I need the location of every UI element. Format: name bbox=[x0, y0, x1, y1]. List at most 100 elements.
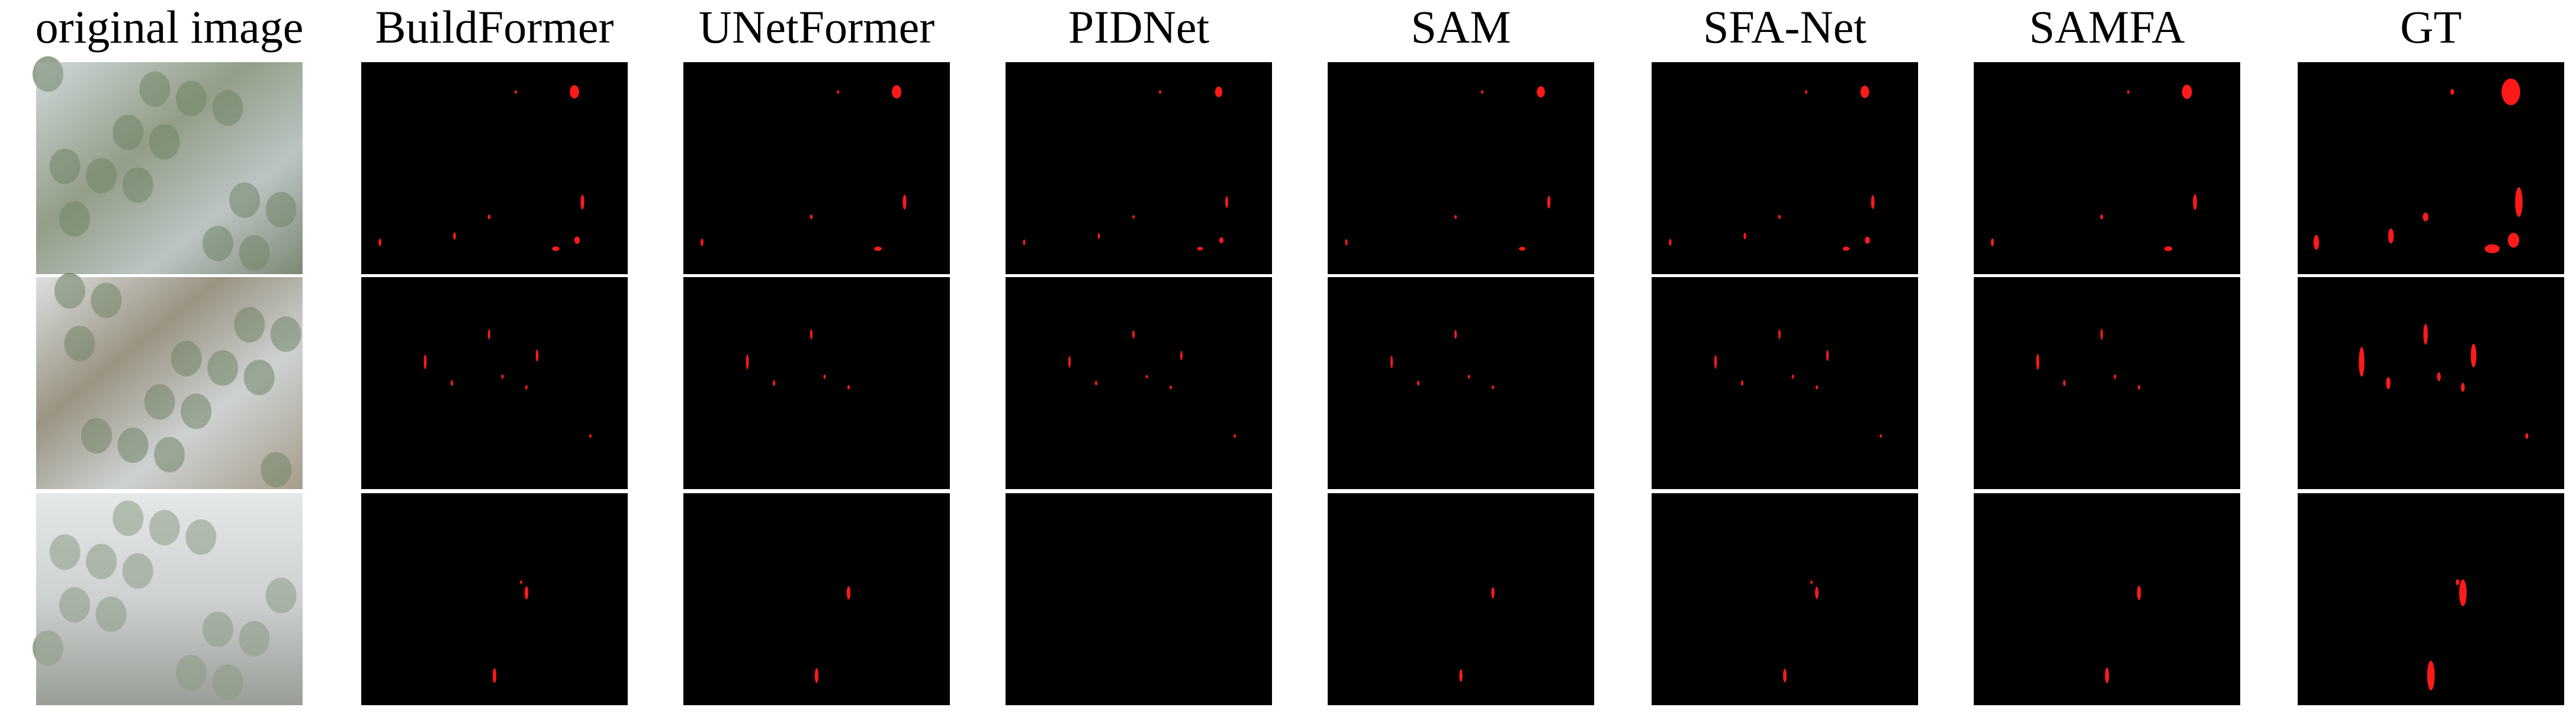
fire-mask bbox=[2423, 324, 2428, 345]
fire-mask bbox=[1669, 239, 1672, 246]
fire-mask bbox=[1990, 238, 1994, 247]
column-header: SFA-Net bbox=[1703, 1, 1867, 53]
fire-mask bbox=[1459, 669, 1463, 682]
fire-mask bbox=[488, 329, 490, 340]
column-header: UNetFormer bbox=[699, 1, 935, 53]
fire-mask bbox=[1778, 329, 1781, 339]
tree bbox=[113, 500, 144, 536]
fire-mask bbox=[1547, 195, 1551, 209]
tree bbox=[212, 90, 243, 126]
fire-mask bbox=[1778, 214, 1781, 219]
mask-panel bbox=[361, 62, 628, 274]
fire-mask bbox=[2063, 380, 2066, 387]
fire-mask bbox=[1068, 356, 1071, 368]
tree bbox=[154, 436, 185, 472]
tree bbox=[239, 621, 270, 657]
tree bbox=[239, 235, 270, 271]
fire-mask bbox=[773, 380, 775, 387]
tree bbox=[261, 452, 292, 488]
tree bbox=[33, 630, 63, 666]
smoke-overlay bbox=[36, 277, 303, 489]
fire-mask bbox=[378, 239, 381, 246]
fire-mask bbox=[423, 354, 427, 369]
tree bbox=[144, 384, 175, 420]
fire-mask bbox=[2182, 85, 2192, 99]
tree bbox=[203, 226, 233, 262]
fire-mask bbox=[823, 374, 826, 380]
tree bbox=[175, 81, 207, 117]
tree bbox=[265, 577, 297, 613]
fire-mask bbox=[892, 85, 901, 99]
fire-mask bbox=[1454, 330, 1457, 339]
fire-mask bbox=[487, 214, 491, 220]
fire-mask bbox=[810, 329, 812, 340]
fire-mask bbox=[1537, 86, 1545, 98]
fire-mask bbox=[2423, 212, 2429, 221]
fire-mask bbox=[515, 90, 517, 94]
fire-mask bbox=[2508, 233, 2519, 248]
fire-mask bbox=[1180, 351, 1183, 361]
mask-panel bbox=[683, 277, 950, 489]
tree bbox=[122, 553, 153, 589]
fire-mask bbox=[1467, 375, 1470, 379]
tree bbox=[86, 158, 117, 194]
fire-mask bbox=[1145, 375, 1148, 379]
fire-mask bbox=[2100, 214, 2103, 220]
tree bbox=[265, 191, 297, 227]
fire-mask bbox=[2501, 78, 2520, 105]
fire-mask bbox=[2114, 374, 2116, 380]
fire-mask bbox=[1132, 215, 1135, 219]
fire-mask bbox=[1417, 380, 1419, 386]
fire-mask bbox=[1816, 385, 1818, 390]
fire-mask bbox=[1197, 247, 1203, 251]
fire-mask bbox=[1871, 195, 1875, 209]
fire-mask bbox=[1860, 85, 1870, 98]
fire-mask bbox=[2450, 89, 2455, 95]
mask-panel bbox=[1974, 62, 2240, 274]
column-header: original image bbox=[36, 1, 304, 53]
fire-mask bbox=[1491, 587, 1495, 599]
tree bbox=[234, 307, 265, 343]
fire-mask bbox=[2138, 385, 2140, 390]
fire-mask bbox=[1880, 434, 1882, 438]
column-header: SAMFA bbox=[2029, 1, 2185, 53]
fire-mask bbox=[2388, 229, 2394, 244]
fire-mask bbox=[520, 580, 522, 584]
tree bbox=[91, 282, 122, 319]
fire-mask bbox=[535, 349, 539, 362]
tree bbox=[64, 326, 95, 362]
fire-mask bbox=[1481, 90, 1483, 94]
fire-mask bbox=[2427, 660, 2435, 690]
fire-mask bbox=[1842, 246, 1850, 251]
column-header: SAM bbox=[1411, 1, 1511, 53]
fire-mask bbox=[2471, 343, 2477, 368]
fire-mask bbox=[1783, 668, 1787, 683]
fire-mask bbox=[574, 236, 580, 244]
fire-mask bbox=[810, 214, 813, 220]
fire-mask bbox=[2359, 347, 2365, 377]
mask-panel bbox=[361, 277, 628, 489]
fire-mask bbox=[1095, 381, 1097, 385]
fire-mask bbox=[874, 246, 882, 251]
tree bbox=[243, 359, 275, 396]
fire-mask bbox=[451, 380, 453, 387]
fire-mask bbox=[2137, 586, 2141, 600]
fire-mask bbox=[453, 232, 456, 240]
fire-mask bbox=[2100, 329, 2103, 340]
fire-mask bbox=[1219, 237, 1224, 243]
fire-mask bbox=[1743, 232, 1746, 240]
fire-mask bbox=[1234, 434, 1236, 438]
mask-panel bbox=[2298, 62, 2564, 274]
fire-mask bbox=[2036, 353, 2039, 370]
fire-mask bbox=[1810, 580, 1813, 584]
tree bbox=[139, 71, 171, 107]
smoke-overlay bbox=[36, 62, 303, 274]
mask-panel bbox=[1974, 277, 2240, 489]
tree bbox=[203, 611, 233, 647]
tree bbox=[181, 393, 212, 429]
mask-panel bbox=[683, 62, 950, 274]
fire-mask bbox=[1215, 86, 1223, 97]
tree bbox=[149, 124, 180, 160]
